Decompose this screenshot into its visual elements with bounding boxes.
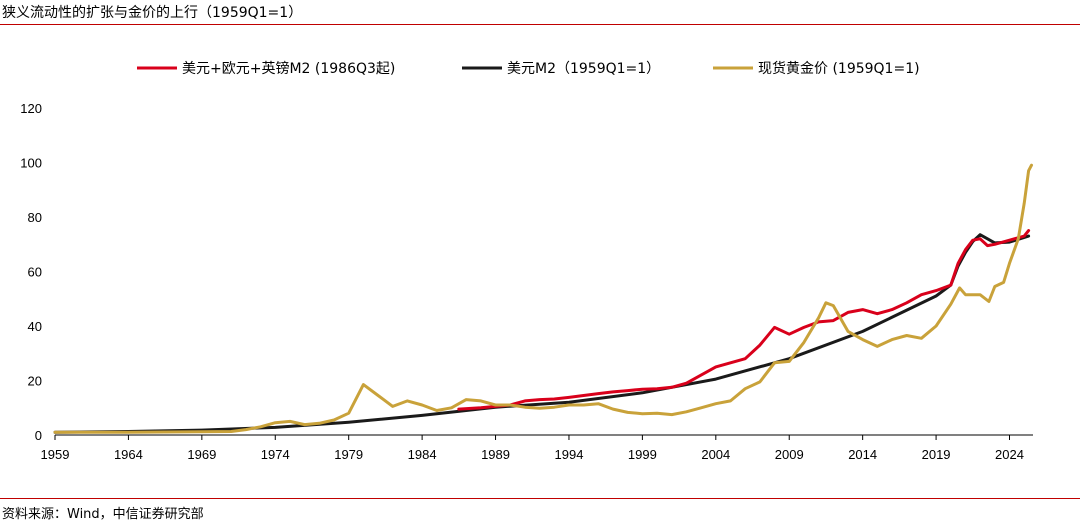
series-line-2 (53, 233, 1031, 434)
y-tick-label: 0 (35, 428, 42, 443)
bottom-rule (0, 498, 1080, 499)
x-tick-label: 1964 (114, 447, 143, 462)
legend-label: 现货黄金价 (1959Q1=1) (758, 60, 920, 77)
y-tick-label: 40 (28, 319, 42, 334)
series-line-1 (457, 229, 1031, 411)
top-rule (0, 24, 1080, 25)
x-tick-label: 1969 (187, 447, 216, 462)
x-tick-label: 2009 (775, 447, 804, 462)
y-tick-label: 20 (28, 374, 42, 389)
y-tick-label: 120 (20, 101, 42, 116)
x-tick-label: 2014 (848, 447, 877, 462)
x-tick-label: 1989 (481, 447, 510, 462)
x-tick-label: 1984 (408, 447, 437, 462)
x-tick-label: 1979 (334, 447, 363, 462)
x-tick-label: 2004 (701, 447, 730, 462)
x-tick-label: 1994 (555, 447, 584, 462)
legend-label: 美元+欧元+英镑M2 (1986Q3起) (182, 60, 395, 77)
y-tick-label: 60 (28, 265, 42, 280)
series-line-3 (53, 163, 1033, 434)
source-note: 资料来源：Wind，中信证券研究部 (2, 507, 204, 522)
chart-legend: 美元+欧元+英镑M2 (1986Q3起) 美元M2（1959Q1=1） 现货黄金价 … (137, 60, 920, 77)
line-chart: 美元+欧元+英镑M2 (1986Q3起) 美元M2（1959Q1=1） 现货黄金价 … (20, 60, 1033, 462)
x-tick-label: 1974 (261, 447, 290, 462)
chart-series (53, 163, 1033, 434)
y-tick-label: 100 (20, 156, 42, 171)
x-tick-label: 2019 (922, 447, 951, 462)
chart-axes: 0 20 40 60 80 100 120 1959 1964 1969 1974 1979 1984 1… (20, 101, 1033, 462)
x-tick-label: 1999 (628, 447, 657, 462)
x-tick-label: 2024 (995, 447, 1024, 462)
y-tick-label: 80 (28, 210, 42, 225)
legend-label: 美元M2（1959Q1=1） (507, 61, 660, 77)
page-title: 狭义流动性的扩张与金价的上行（1959Q1=1） (2, 5, 303, 21)
x-tick-label: 1959 (41, 447, 70, 462)
